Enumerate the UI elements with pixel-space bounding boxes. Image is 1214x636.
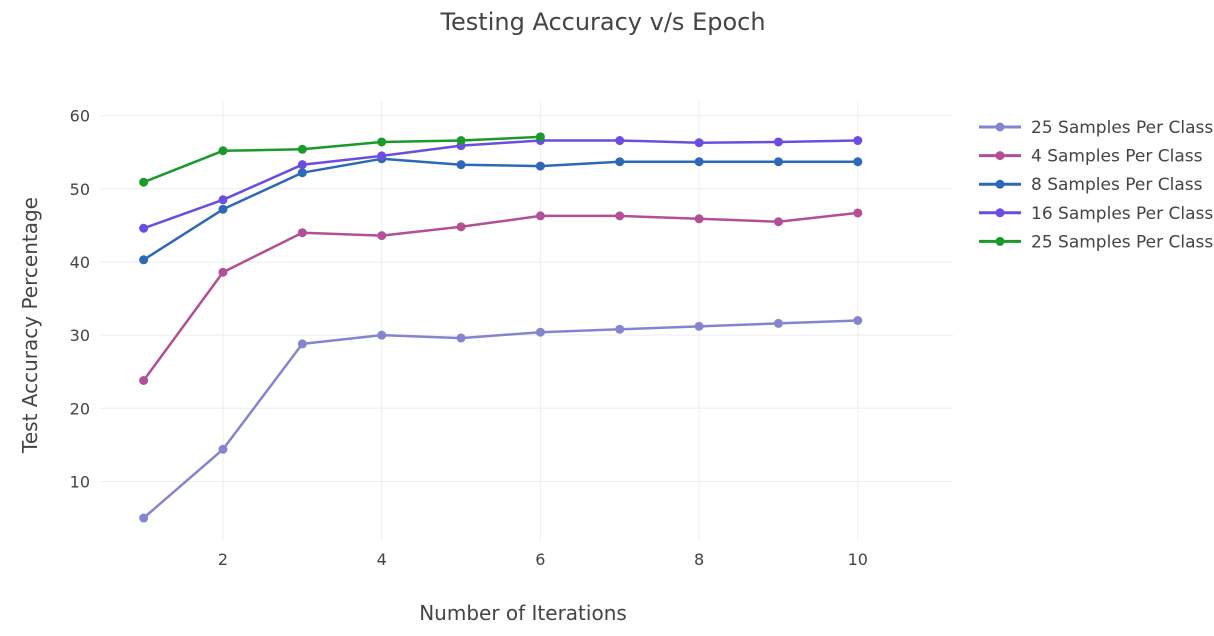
data-point xyxy=(615,324,625,334)
data-point xyxy=(377,151,387,161)
data-point xyxy=(773,318,783,328)
data-point xyxy=(377,137,387,147)
legend-item[interactable]: 25 Samples Per Class xyxy=(979,232,1213,252)
x-tick-label: 2 xyxy=(218,550,228,569)
x-tick-label: 10 xyxy=(848,550,868,569)
legend-swatch-marker xyxy=(995,236,1005,246)
legend-swatch-marker xyxy=(995,208,1005,218)
series-line xyxy=(142,157,858,261)
legend-item[interactable]: 16 Samples Per Class xyxy=(979,204,1213,224)
data-point xyxy=(456,222,466,232)
series-2 xyxy=(139,208,863,385)
y-tick-label: 60 xyxy=(70,107,90,126)
data-point xyxy=(535,132,545,142)
data-point xyxy=(853,208,863,218)
data-point xyxy=(218,146,228,156)
data-point xyxy=(694,321,704,331)
data-point xyxy=(218,444,228,454)
legend-swatch-marker xyxy=(995,151,1005,161)
legend-swatch-marker xyxy=(995,179,1005,189)
data-point xyxy=(377,330,387,340)
data-point xyxy=(694,214,704,224)
data-point xyxy=(773,157,783,167)
data-point xyxy=(139,255,149,265)
legend-item[interactable]: 8 Samples Per Class xyxy=(979,175,1203,195)
data-point xyxy=(694,138,704,148)
data-point xyxy=(218,267,228,277)
data-point xyxy=(297,168,307,178)
legend[interactable]: 25 Samples Per Class 4 Samples Per Class 8… xyxy=(979,118,1213,252)
series-5 xyxy=(139,132,545,187)
legend-label: 8 Samples Per Class xyxy=(1031,175,1203,195)
y-tick-label: 20 xyxy=(70,399,90,418)
series-line xyxy=(143,135,541,184)
data-point xyxy=(297,228,307,238)
data-point xyxy=(615,157,625,167)
data-point xyxy=(139,177,149,187)
data-point xyxy=(535,327,545,337)
y-tick-label: 50 xyxy=(70,180,90,199)
data-point xyxy=(218,204,228,214)
y-tick-label: 30 xyxy=(70,326,90,345)
y-axis-ticks: 10 20 30 40 50 60 xyxy=(70,107,90,492)
data-point xyxy=(853,157,863,167)
series-3 xyxy=(139,154,863,265)
legend-label: 25 Samples Per Class xyxy=(1031,232,1213,252)
legend-swatch-marker xyxy=(995,122,1005,132)
data-point xyxy=(535,161,545,171)
data-point xyxy=(853,136,863,146)
series-line xyxy=(142,211,858,382)
x-tick-label: 6 xyxy=(535,550,545,569)
data-point xyxy=(456,333,466,343)
chart-title: Testing Accuracy v/s Epoch xyxy=(439,8,765,36)
data-point xyxy=(297,160,307,170)
legend-item[interactable]: 4 Samples Per Class xyxy=(979,147,1203,167)
x-axis-title: Number of Iterations xyxy=(419,601,627,625)
data-point xyxy=(139,375,149,385)
series-group xyxy=(139,132,863,523)
x-tick-label: 8 xyxy=(694,550,704,569)
data-point xyxy=(139,513,149,523)
data-point xyxy=(615,211,625,221)
x-axis-ticks: 2 4 6 8 10 xyxy=(218,550,868,569)
series-line xyxy=(142,319,858,519)
y-axis-title: Test Accuracy Percentage xyxy=(18,197,42,454)
series-1 xyxy=(139,316,863,523)
data-point xyxy=(853,316,863,325)
data-point xyxy=(139,223,149,233)
data-point xyxy=(615,136,625,146)
y-tick-label: 10 xyxy=(70,472,90,491)
legend-item[interactable]: 25 Samples Per Class xyxy=(979,118,1213,138)
data-point xyxy=(773,217,783,227)
data-point xyxy=(297,144,307,154)
legend-label: 16 Samples Per Class xyxy=(1031,204,1213,224)
data-point xyxy=(456,160,466,170)
x-tick-label: 4 xyxy=(377,550,387,569)
legend-label: 4 Samples Per Class xyxy=(1031,147,1203,167)
data-point xyxy=(456,136,466,146)
data-point xyxy=(297,339,307,349)
data-point xyxy=(218,195,228,205)
data-point xyxy=(535,211,545,221)
legend-label: 25 Samples Per Class xyxy=(1031,118,1213,138)
data-point xyxy=(773,137,783,147)
series-line xyxy=(143,139,858,230)
data-point xyxy=(377,231,387,241)
data-point xyxy=(694,157,704,167)
y-tick-label: 40 xyxy=(70,253,90,272)
